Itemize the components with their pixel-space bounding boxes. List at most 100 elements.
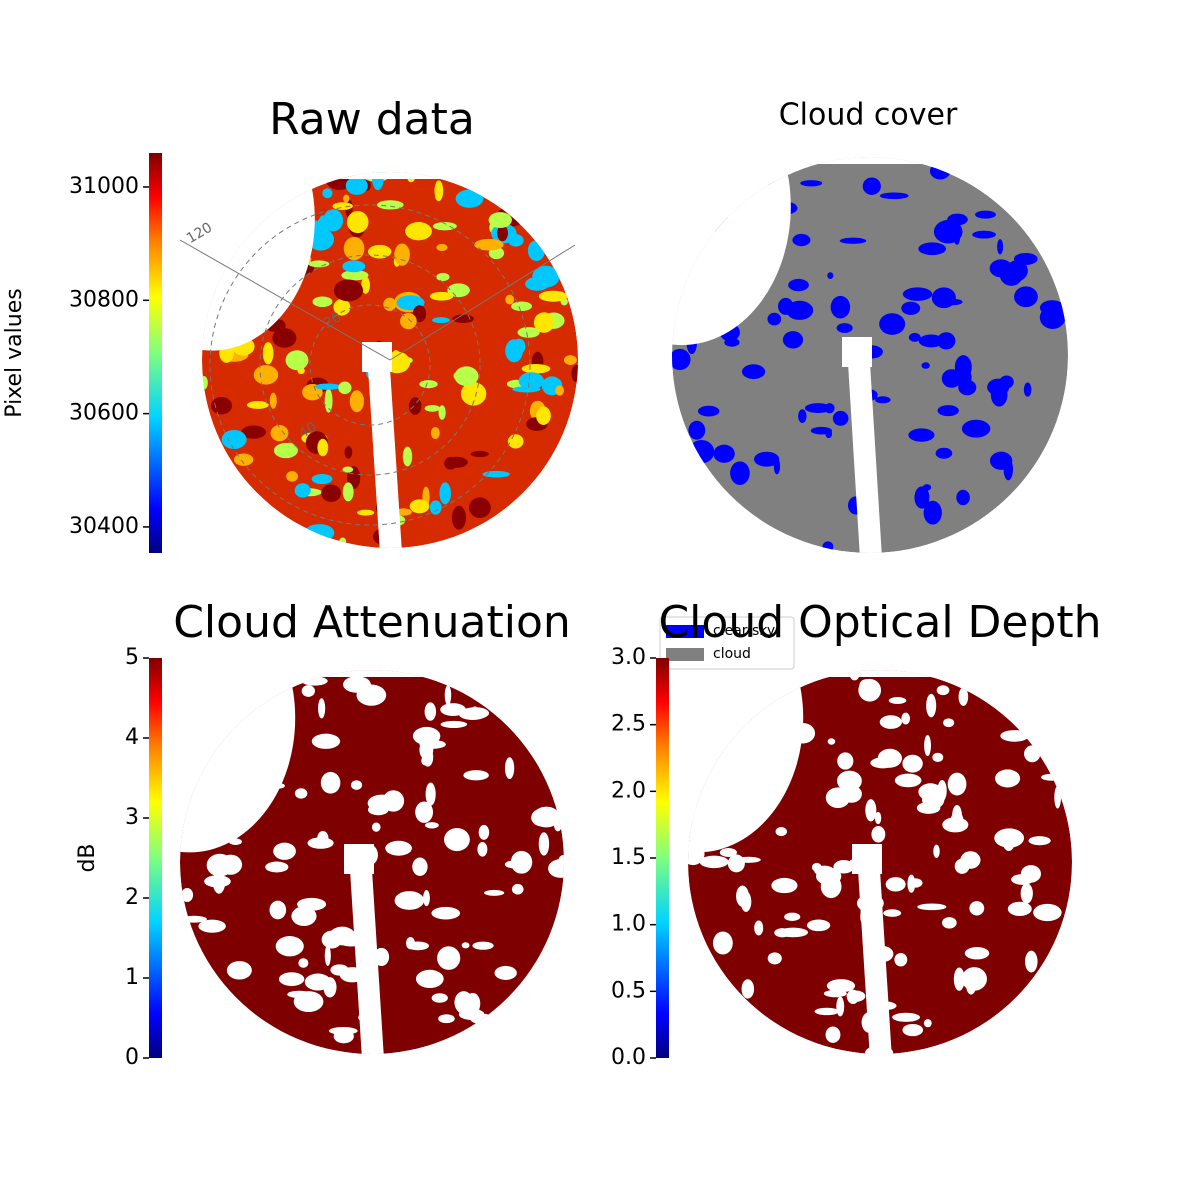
blob bbox=[966, 976, 977, 995]
blob bbox=[301, 676, 328, 686]
colorbar-tick-label: 5 bbox=[125, 645, 139, 670]
blob bbox=[525, 276, 550, 291]
blob bbox=[472, 941, 494, 950]
blob bbox=[415, 969, 444, 989]
blob bbox=[1002, 829, 1016, 852]
blob bbox=[510, 850, 533, 874]
blob bbox=[402, 446, 413, 467]
blob bbox=[754, 451, 780, 467]
blob bbox=[836, 996, 845, 1017]
panel-title: Cloud Optical Depth bbox=[658, 597, 1101, 648]
blob bbox=[409, 499, 430, 514]
blob bbox=[424, 404, 441, 412]
blob bbox=[917, 903, 947, 911]
blob bbox=[538, 832, 550, 856]
blob bbox=[412, 726, 441, 746]
colorbar-tick-label: 0.0 bbox=[611, 1045, 646, 1070]
blob bbox=[1007, 901, 1032, 916]
blob bbox=[454, 366, 479, 386]
colorbar bbox=[149, 658, 162, 1058]
mask-top bbox=[202, 172, 578, 179]
legend-label: clear sky bbox=[713, 623, 775, 639]
blob bbox=[865, 799, 877, 822]
blob bbox=[447, 283, 470, 298]
colorbar-tick-label: 3.0 bbox=[611, 645, 646, 670]
blob bbox=[527, 240, 545, 262]
blob bbox=[465, 992, 481, 1015]
blob bbox=[536, 406, 551, 426]
blob bbox=[1020, 883, 1033, 904]
blob bbox=[538, 290, 568, 302]
blob bbox=[964, 947, 990, 960]
blob bbox=[767, 952, 782, 965]
blob bbox=[521, 363, 551, 374]
image-panel bbox=[202, 172, 578, 548]
blob bbox=[477, 842, 488, 857]
blob bbox=[437, 946, 461, 970]
blob bbox=[926, 693, 937, 718]
blob bbox=[901, 712, 911, 725]
blob bbox=[342, 482, 354, 502]
blob bbox=[697, 405, 720, 417]
blob bbox=[423, 889, 430, 907]
blob bbox=[908, 428, 935, 442]
colorbar-label: dB bbox=[75, 843, 100, 872]
blob bbox=[740, 891, 752, 912]
blob bbox=[827, 272, 834, 279]
colorbar-tick-label: 30800 bbox=[69, 287, 139, 312]
blob bbox=[424, 702, 437, 721]
blob bbox=[286, 471, 299, 482]
blob bbox=[699, 855, 729, 869]
blob bbox=[329, 926, 356, 946]
blob bbox=[470, 706, 479, 719]
blob bbox=[947, 772, 967, 796]
blob bbox=[775, 826, 788, 837]
blob bbox=[463, 770, 489, 781]
blob bbox=[806, 919, 831, 932]
blob bbox=[344, 445, 353, 459]
polar-axis bbox=[179, 239, 391, 361]
blob bbox=[317, 438, 329, 457]
blob bbox=[800, 180, 823, 187]
mask-top bbox=[180, 670, 564, 677]
mask-area bbox=[672, 157, 791, 346]
blob bbox=[246, 401, 269, 409]
colorbar-tick-label: 2.0 bbox=[611, 778, 646, 803]
blob bbox=[533, 312, 555, 333]
blob bbox=[349, 390, 364, 413]
colorbar-tick-label: 0.5 bbox=[611, 978, 646, 1003]
blob bbox=[532, 806, 560, 828]
blob bbox=[771, 877, 798, 894]
blob bbox=[400, 313, 417, 330]
blob bbox=[784, 912, 801, 921]
blob bbox=[460, 382, 487, 406]
blob bbox=[221, 429, 247, 450]
blob bbox=[385, 840, 412, 856]
colorbar-tick-label: 0 bbox=[125, 1045, 139, 1070]
blob bbox=[826, 979, 856, 993]
blob bbox=[338, 381, 352, 395]
blob bbox=[294, 788, 308, 799]
mast bbox=[368, 368, 402, 548]
blob bbox=[324, 388, 333, 413]
blob bbox=[367, 244, 392, 259]
blob bbox=[333, 298, 351, 316]
blob bbox=[323, 209, 344, 232]
blob bbox=[333, 279, 364, 302]
blob bbox=[202, 376, 208, 390]
blob bbox=[497, 225, 508, 242]
blob bbox=[488, 212, 512, 228]
blob bbox=[923, 1019, 932, 1028]
blob bbox=[932, 752, 944, 763]
blob bbox=[558, 854, 564, 870]
blob bbox=[883, 909, 902, 917]
blob bbox=[953, 967, 965, 991]
blob bbox=[688, 440, 715, 464]
blob bbox=[317, 830, 329, 846]
blob bbox=[206, 853, 234, 877]
blob bbox=[741, 979, 755, 999]
blob bbox=[924, 735, 932, 757]
blob bbox=[470, 1013, 494, 1025]
blob bbox=[285, 350, 309, 371]
blob bbox=[342, 466, 354, 473]
